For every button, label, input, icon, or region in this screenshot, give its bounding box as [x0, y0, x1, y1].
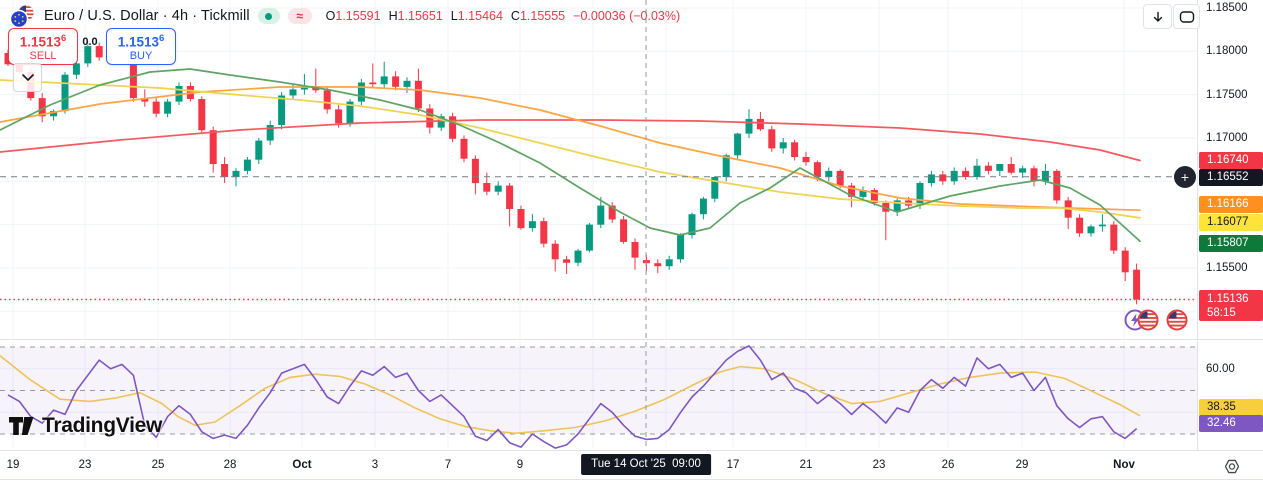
price-label-ma-yellow: 1.16077 [1199, 213, 1263, 231]
ma-line-orange [0, 86, 1141, 212]
sell-button[interactable]: 1.15136 SELL [8, 28, 78, 65]
time-axis-label: 3 [371, 459, 379, 471]
chevron-down-icon [21, 74, 34, 81]
add-alert-plus-button[interactable]: + [1174, 166, 1196, 188]
ma-line-red [0, 119, 1141, 162]
rsi-line [7, 345, 1138, 449]
sell-price: 1.1513 [19, 34, 61, 50]
rsi-band [0, 347, 1197, 434]
time-axis-label: 19 [6, 459, 20, 471]
price-axis-tick: 1.17000 [1206, 131, 1248, 144]
rsi-ma-value-label: 38.35 [1199, 399, 1263, 416]
sell-label: SELL [29, 49, 57, 62]
price-axis-tick: 1.18000 [1206, 45, 1248, 58]
time-axis-label: 9 [516, 459, 524, 471]
chart-legend: Euro / U.S. Dollar · 4h · Tickmill ≈ O1.… [8, 3, 680, 29]
low-value: 1.15464 [457, 9, 503, 23]
time-axis-label: Nov [1113, 459, 1135, 471]
low-label: L [450, 9, 458, 23]
buy-price: 1.1513 [117, 34, 159, 50]
time-axis-label: 23 [872, 459, 886, 471]
market-open-dot [265, 12, 273, 20]
price-label-ma-orange: 1.16166 [1199, 196, 1263, 213]
buy-price-pipette: 6 [159, 33, 165, 45]
rsi-axis-tick: 60.00 [1206, 363, 1235, 375]
gear-icon [1224, 459, 1239, 473]
price-axis-tick: 1.18500 [1206, 1, 1248, 14]
us-flag-event-icon [1137, 309, 1159, 331]
open-label: O [325, 9, 336, 23]
ohlc-readout: O1.15591 H1.15651 L1.15464 C1.15555 −0.0… [326, 9, 681, 23]
bar-countdown: 58:15 [1207, 307, 1236, 319]
gridlines [0, 0, 1197, 448]
time-axis-label: 25 [151, 459, 165, 471]
collapse-trading-panel-button[interactable] [13, 63, 42, 92]
buy-label: BUY [129, 49, 153, 62]
price-axis-tick: 1.15500 [1206, 261, 1248, 274]
price-axis-tick: 1.17500 [1206, 88, 1248, 101]
last-price-value: 1.15136 [1207, 293, 1249, 305]
time-axis-settings-button[interactable] [1220, 455, 1242, 477]
high-label: H [388, 9, 398, 23]
buy-button[interactable]: 1.15136 BUY [106, 28, 176, 65]
market-status-badge[interactable] [257, 8, 280, 24]
time-axis-label: 29 [1015, 459, 1029, 471]
fullscreen-icon [1179, 10, 1194, 23]
economic-event-icons[interactable] [1122, 307, 1200, 333]
spread-value: 0.0 [82, 36, 98, 48]
time-axis-label: Oct [292, 459, 312, 471]
price-label-ma-green: 1.15807 [1199, 234, 1263, 252]
time-axis-label: 23 [78, 459, 92, 471]
watermark-text: TradingView [42, 414, 163, 437]
time-axis-label: 28 [223, 459, 237, 471]
arrow-down-icon [1153, 11, 1162, 22]
scroll-to-recent-button[interactable] [1143, 4, 1172, 29]
close-value: 1.15555 [519, 9, 566, 23]
tradingview-watermark[interactable]: TradingView [8, 414, 162, 438]
symbol-title[interactable]: Euro / U.S. Dollar · 4h · Tickmill [44, 8, 250, 24]
sell-price-pipette: 6 [61, 33, 67, 45]
close-label: C [510, 9, 520, 23]
time-axis-label: 7 [444, 459, 452, 471]
last-price-countdown-label: 1.15136 58:15 [1199, 290, 1263, 321]
time-axis-label: 17 [726, 459, 740, 471]
time-axis-label: 21 [799, 459, 813, 471]
candles [4, 40, 1141, 305]
rsi-ma-line [0, 355, 1141, 435]
fullscreen-button[interactable] [1173, 4, 1200, 29]
tradingview-logo-icon [9, 417, 34, 435]
open-value: 1.15591 [335, 9, 381, 23]
high-value: 1.15651 [397, 9, 443, 23]
us-flag-event-icon [1166, 309, 1188, 331]
change-value: −0.00036 (−0.03%) [573, 9, 681, 23]
price-label-ma-red: 1.16740 [1199, 152, 1263, 169]
ma-line-green [0, 68, 1141, 243]
symbol-flags-icon [9, 4, 35, 28]
crosshair-time-label: Tue 14 Oct '25 09:00 [581, 454, 711, 475]
price-label-alert: 1.16552 [1199, 168, 1263, 186]
ma-line-yellow [0, 79, 1141, 219]
rsi-value-label: 32.46 [1199, 415, 1263, 432]
time-axis-label: 26 [941, 459, 955, 471]
approx-data-badge[interactable]: ≈ [287, 8, 312, 24]
